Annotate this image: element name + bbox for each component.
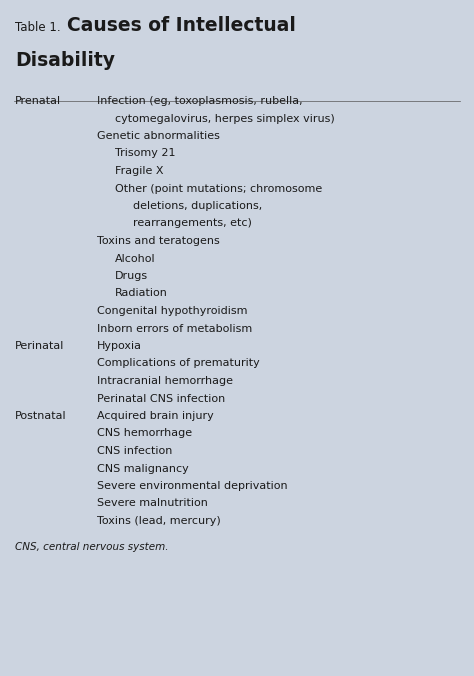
Text: Acquired brain injury: Acquired brain injury (97, 411, 214, 421)
Text: CNS infection: CNS infection (97, 446, 173, 456)
Text: CNS malignancy: CNS malignancy (97, 464, 189, 473)
Text: Severe malnutrition: Severe malnutrition (97, 498, 208, 508)
Text: Congenital hypothyroidism: Congenital hypothyroidism (97, 306, 247, 316)
Text: Radiation: Radiation (115, 289, 168, 299)
Text: CNS hemorrhage: CNS hemorrhage (97, 429, 192, 439)
Text: Perinatal CNS infection: Perinatal CNS infection (97, 393, 225, 404)
Text: rearrangements, etc): rearrangements, etc) (133, 218, 252, 228)
Text: Complications of prematurity: Complications of prematurity (97, 358, 260, 368)
Text: Toxins and teratogens: Toxins and teratogens (97, 236, 220, 246)
Text: Intracranial hemorrhage: Intracranial hemorrhage (97, 376, 233, 386)
Text: deletions, duplications,: deletions, duplications, (133, 201, 262, 211)
Text: Prenatal: Prenatal (15, 96, 61, 106)
Text: cytomegalovirus, herpes simplex virus): cytomegalovirus, herpes simplex virus) (115, 114, 335, 124)
Text: Alcohol: Alcohol (115, 254, 155, 264)
Text: Postnatal: Postnatal (15, 411, 67, 421)
Text: Severe environmental deprivation: Severe environmental deprivation (97, 481, 288, 491)
Text: Trisomy 21: Trisomy 21 (115, 149, 175, 158)
Text: Toxins (lead, mercury): Toxins (lead, mercury) (97, 516, 221, 526)
Text: CNS, central nervous system.: CNS, central nervous system. (15, 541, 168, 552)
Text: Inborn errors of metabolism: Inborn errors of metabolism (97, 324, 252, 333)
Text: Drugs: Drugs (115, 271, 148, 281)
Text: Genetic abnormalities: Genetic abnormalities (97, 131, 220, 141)
Text: Table 1.: Table 1. (15, 21, 61, 34)
Text: Disability: Disability (15, 51, 115, 70)
Text: Fragile X: Fragile X (115, 166, 164, 176)
Text: Perinatal: Perinatal (15, 341, 64, 351)
Text: Causes of Intellectual: Causes of Intellectual (67, 16, 296, 35)
Text: Hypoxia: Hypoxia (97, 341, 142, 351)
Text: Infection (eg, toxoplasmosis, rubella,: Infection (eg, toxoplasmosis, rubella, (97, 96, 302, 106)
Text: Other (point mutations; chromosome: Other (point mutations; chromosome (115, 183, 322, 193)
